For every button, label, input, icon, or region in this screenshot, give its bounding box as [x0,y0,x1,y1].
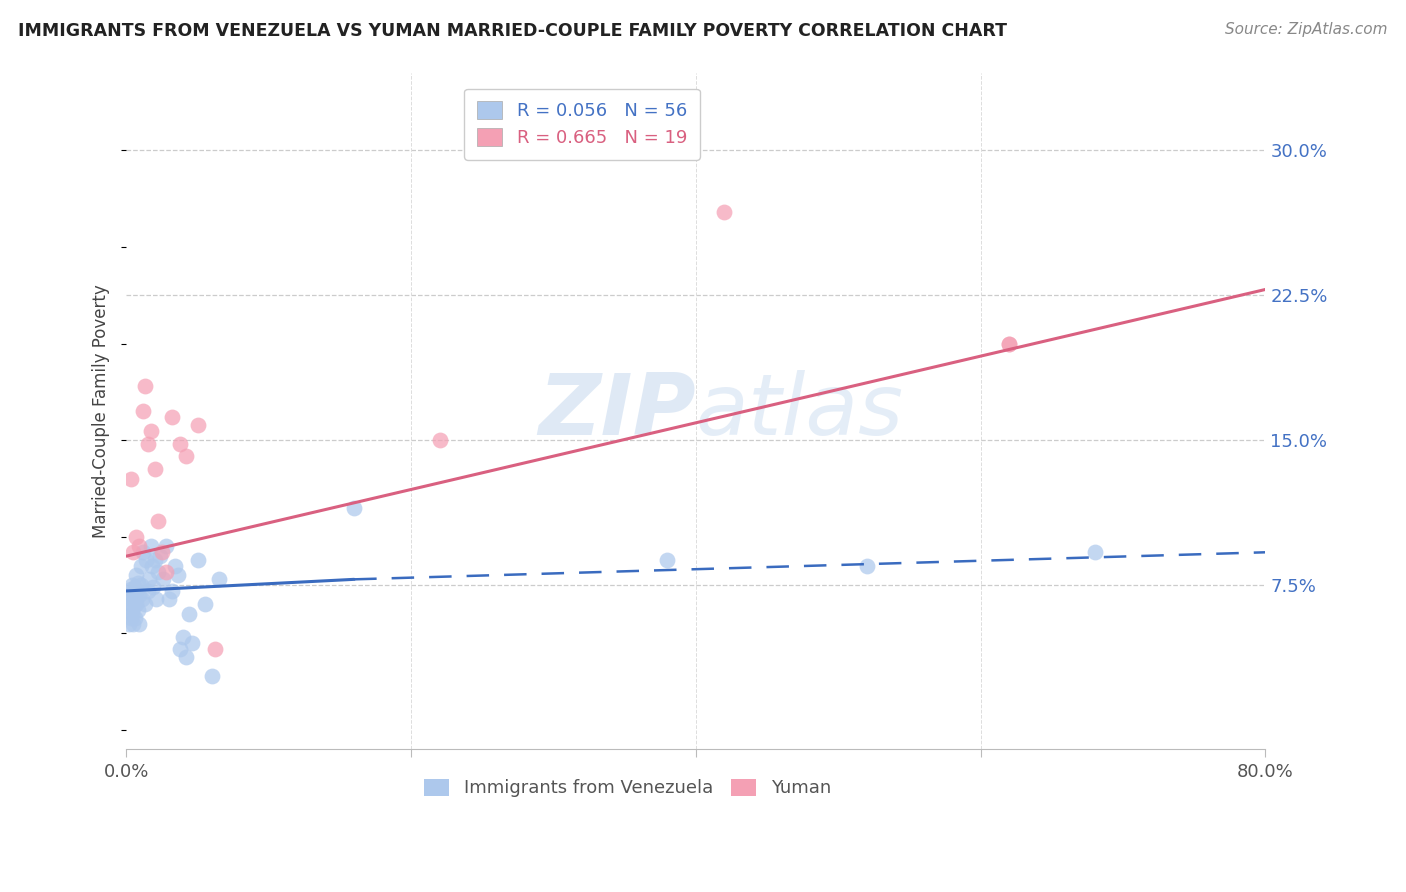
Point [146,565,169,579]
Point [141,558,163,573]
Point [177,607,200,621]
Point [125,530,148,544]
Text: ZIP: ZIP [538,369,696,453]
Point [120,582,142,596]
Point [145,591,167,606]
Point [713,205,735,219]
Point [129,578,152,592]
Point [122,616,145,631]
Text: IMMIGRANTS FROM VENEZUELA VS YUMAN MARRIED-COUPLE FAMILY POVERTY CORRELATION CHA: IMMIGRANTS FROM VENEZUELA VS YUMAN MARRI… [18,22,1007,40]
Point [142,580,165,594]
Point [180,636,202,650]
Point [121,591,143,606]
Point [166,568,188,582]
Point [157,591,180,606]
Point [855,558,877,573]
Point [174,449,197,463]
Point [143,553,166,567]
Point [149,549,172,563]
Point [124,611,146,625]
Point [122,545,145,559]
Point [998,336,1021,351]
Point [125,568,148,582]
Point [172,630,194,644]
Point [125,583,148,598]
Point [135,553,157,567]
Point [998,336,1021,351]
Point [132,545,155,559]
Point [121,578,143,592]
Point [186,553,208,567]
Text: atlas: atlas [696,369,904,453]
Point [155,540,177,554]
Y-axis label: Married-Couple Family Poverty: Married-Couple Family Poverty [93,285,110,538]
Point [136,583,159,598]
Point [120,472,142,486]
Point [155,565,177,579]
Point [343,500,366,515]
Point [122,601,145,615]
Point [1084,545,1107,559]
Point [194,598,217,612]
Point [150,545,173,559]
Point [169,641,191,656]
Point [124,591,146,606]
Point [169,437,191,451]
Point [120,611,142,625]
Point [160,409,183,424]
Point [186,417,208,432]
Point [134,598,156,612]
Point [657,553,679,567]
Point [128,540,150,554]
Point [146,514,169,528]
Point [125,598,148,612]
Point [138,572,160,586]
Point [132,404,155,418]
Point [128,616,150,631]
Point [139,424,162,438]
Point [127,603,149,617]
Point [152,572,174,586]
Point [120,598,142,612]
Point [201,669,224,683]
Point [143,462,166,476]
Point [124,580,146,594]
Point [131,591,153,606]
Point [163,558,186,573]
Point [117,603,139,617]
Point [128,588,150,602]
Point [429,433,451,447]
Legend: Immigrants from Venezuela, Yuman: Immigrants from Venezuela, Yuman [416,772,838,805]
Text: Source: ZipAtlas.com: Source: ZipAtlas.com [1225,22,1388,37]
Point [174,649,197,664]
Point [136,437,159,451]
Point [129,558,152,573]
Point [118,588,141,602]
Point [122,588,145,602]
Point [139,540,162,554]
Point [118,616,141,631]
Point [121,607,143,621]
Point [134,379,156,393]
Point [160,583,183,598]
Point [204,641,226,656]
Point [208,572,231,586]
Point [127,576,149,591]
